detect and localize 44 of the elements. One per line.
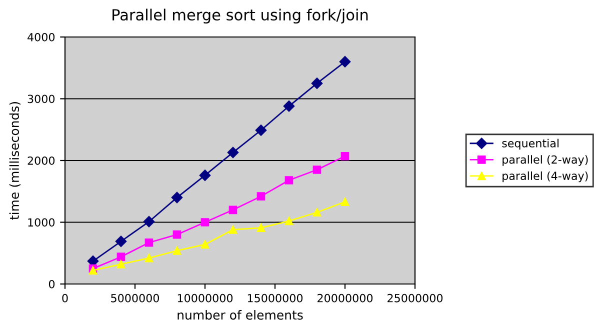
point — [199, 170, 211, 181]
legend-label: parallel (2-way) — [502, 155, 588, 166]
point — [284, 216, 294, 226]
point — [256, 192, 266, 200]
point — [116, 252, 126, 261]
x-axis-title: number of elements — [178, 310, 303, 320]
point — [256, 224, 266, 232]
y-tick-label: 1000 — [28, 218, 55, 227]
x-tick-label: 25000000 — [388, 294, 443, 302]
point — [340, 152, 350, 160]
y-tick-label: 0 — [48, 280, 55, 288]
point — [283, 100, 295, 112]
y-tick-label: 2000 — [28, 156, 55, 165]
point — [172, 230, 182, 239]
x-tick-label: 0 — [62, 294, 68, 302]
point — [228, 225, 238, 234]
point — [200, 240, 210, 249]
point — [172, 246, 182, 255]
point — [200, 218, 210, 226]
point — [312, 208, 322, 217]
legend-label: parallel (4-way) — [502, 171, 588, 182]
chart-title: Parallel merge sort using fork/join — [112, 8, 368, 24]
point — [227, 146, 239, 158]
point — [144, 238, 154, 247]
point — [144, 254, 154, 262]
point — [339, 56, 351, 68]
point — [116, 260, 126, 268]
point — [284, 176, 294, 184]
y-tick-label: 4000 — [28, 32, 55, 42]
x-tick-label: 5000000 — [111, 294, 160, 302]
point — [115, 236, 127, 247]
x-tick-label: 10000000 — [178, 294, 233, 302]
point — [312, 166, 322, 174]
y-axis-title: time (milliseconds) — [9, 102, 20, 220]
point — [311, 78, 323, 89]
x-tick-label: 20000000 — [318, 294, 373, 302]
point — [340, 198, 350, 206]
point — [171, 192, 183, 204]
x-tick-label: 15000000 — [248, 294, 303, 302]
y-tick-label: 3000 — [28, 94, 55, 104]
point — [143, 216, 155, 228]
legend-label: sequential — [502, 138, 559, 150]
point — [228, 206, 238, 214]
point — [255, 124, 267, 136]
